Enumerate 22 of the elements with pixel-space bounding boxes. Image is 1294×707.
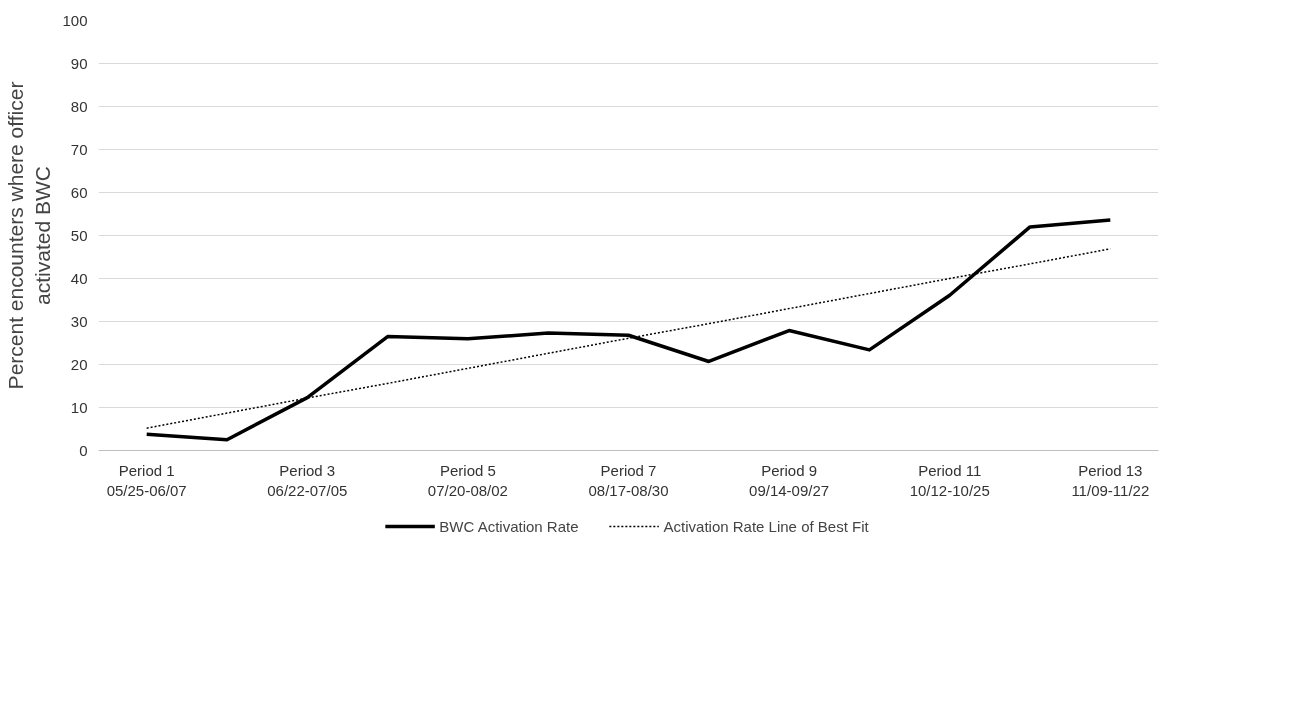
y-tick-label: 20: [70, 355, 88, 373]
y-tick-label: 30: [70, 312, 88, 330]
x-tick-label: Period 13 11/09-11/22: [1071, 461, 1150, 499]
x-tick-label: Period 1 05/25-06/07: [106, 461, 187, 499]
x-tick-label: Period 5 07/20-08/02: [427, 461, 508, 499]
y-tick-label: 70: [70, 140, 88, 158]
legend-label: Activation Rate Line of Best Fit: [663, 517, 869, 535]
line-series: [144, 218, 1113, 442]
y-tick-label: 80: [70, 97, 88, 115]
y-tick-label: 90: [70, 54, 88, 72]
y-tick-label: 10: [70, 398, 88, 416]
legend-label: BWC Activation Rate: [439, 517, 579, 535]
y-tick-label: 0: [79, 441, 88, 459]
x-tick-label: Period 3 06/22-07/05: [267, 461, 348, 499]
y-axis-title: Percent encounters where officer activated BWC: [3, 81, 55, 390]
y-tick-label: 40: [70, 269, 88, 287]
y-tick-label: 100: [62, 11, 88, 29]
x-tick-label: Period 9 09/14-09/27: [749, 461, 830, 499]
x-tick-label: Period 11 10/12-10/25: [909, 461, 990, 499]
y-tick-label: 60: [70, 183, 88, 201]
y-tick-label: 50: [70, 226, 88, 244]
x-tick-label: Period 7 08/17-08/30: [588, 461, 669, 499]
